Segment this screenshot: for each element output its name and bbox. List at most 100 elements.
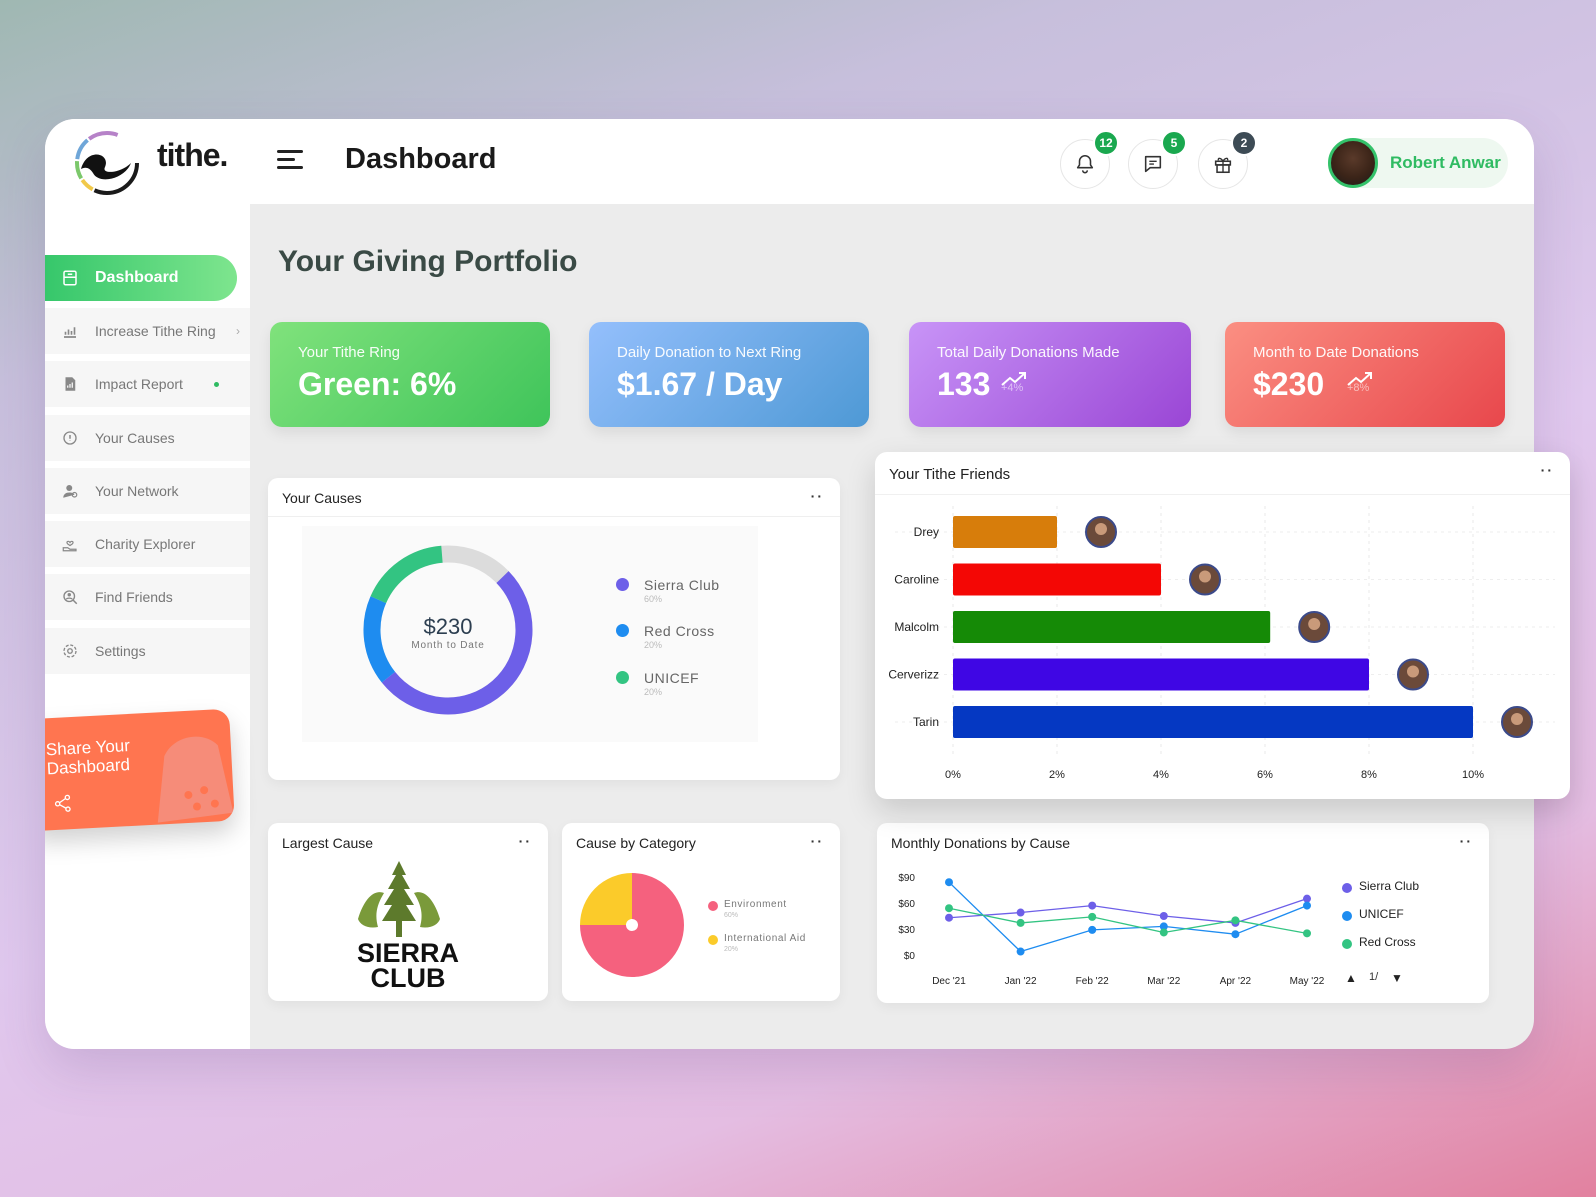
causes-donut-chart [363, 545, 533, 715]
bar-category-label: Cerverizz [888, 668, 939, 682]
x-tick-label: 0% [945, 769, 961, 781]
legend-dot [708, 901, 718, 911]
sidebar-item-label: Impact Report [95, 376, 183, 392]
sidebar-item-impact-report[interactable]: Impact Report [45, 361, 250, 407]
sidebar: Dashboard Increase Tithe Ring › Impact R… [45, 204, 250, 1049]
monthly-donations-card: Monthly Donations by Cause ·· $90 $60 $30 $… [877, 823, 1489, 1003]
pie-center [626, 919, 638, 931]
series-point [1016, 908, 1025, 917]
bar [953, 516, 1057, 548]
sierra-club-logo-icon[interactable] [354, 859, 444, 943]
stat-value: Green: 6% [298, 366, 457, 402]
app-name: tithe. [157, 137, 228, 173]
user-profile-button[interactable]: Robert Anwar [1328, 138, 1508, 188]
share-icon[interactable] [52, 793, 73, 814]
legend-label: Sierra Club [644, 577, 720, 593]
sidebar-item-label: Dashboard [95, 269, 179, 286]
x-tick-label: 8% [1361, 769, 1377, 781]
series-point [1303, 929, 1311, 938]
stat-card-month-to-date[interactable]: Month to Date Donations $230 +8% [1225, 322, 1505, 427]
sidebar-item-dashboard[interactable]: Dashboard [45, 255, 237, 301]
more-options-icon[interactable]: ·· [810, 488, 824, 504]
sidebar-item-find-friends[interactable]: Find Friends [45, 574, 250, 620]
legend-dot [616, 578, 629, 591]
stat-label: Month to Date Donations [1253, 344, 1419, 361]
y-tick-label: $0 [904, 951, 916, 962]
stat-card-daily-donation[interactable]: Daily Donation to Next Ring $1.67 / Day [589, 322, 869, 427]
y-tick-label: $30 [898, 925, 915, 936]
stat-card-tithe-ring[interactable]: Your Tithe Ring Green: 6% [270, 322, 550, 427]
gift-count-badge: 2 [1231, 130, 1257, 156]
legend-label: Red Cross [1359, 935, 1416, 949]
page-up-icon[interactable]: ▲ [1345, 971, 1357, 985]
x-tick-label: Jan '22 [1005, 976, 1037, 987]
largest-cause-logo-text: SIERRA CLUB [268, 940, 548, 992]
legend-percent: 60% [724, 912, 739, 919]
monthly-line-chart: $90 $60 $30 $0 Dec '21 Jan '22 Feb '22 Mar '22 A… [898, 873, 1324, 987]
trend-up-icon [1347, 372, 1372, 386]
more-options-icon[interactable]: ·· [810, 833, 824, 849]
legend-dot [1342, 883, 1352, 893]
sidebar-item-label: Your Network [95, 483, 179, 499]
series-line [948, 907, 1308, 934]
sidebar-item-your-network[interactable]: Your Network [45, 468, 250, 514]
sidebar-item-label: Increase Tithe Ring [95, 323, 216, 339]
friend-avatar-face [1308, 618, 1321, 630]
legend-percent: 20% [644, 640, 663, 650]
stat-value: $1.67 / Day [617, 366, 783, 402]
category-card: Cause by Category ·· Environment 60% Int… [562, 823, 840, 1001]
x-tick-label: Dec '21 [932, 976, 966, 987]
series-point [1088, 912, 1097, 921]
info-circle-icon [63, 431, 77, 445]
x-tick-label: 2% [1049, 769, 1065, 781]
chevron-right-icon: › [236, 324, 240, 338]
card-title: Cause by Category [576, 835, 696, 851]
new-indicator-dot [214, 381, 219, 387]
stat-card-total-donations[interactable]: Total Daily Donations Made 133 +4% [909, 322, 1191, 427]
gifts-button[interactable]: 2 [1198, 130, 1257, 189]
friend-avatar-face [1407, 665, 1419, 678]
more-options-icon[interactable]: ·· [1540, 462, 1554, 478]
sidebar-item-increase-tithe-ring[interactable]: Increase Tithe Ring › [45, 308, 250, 354]
donut-segment [363, 596, 396, 683]
series-point [1303, 894, 1311, 903]
user-avatar [1328, 138, 1378, 188]
x-tick-label: 10% [1462, 769, 1484, 781]
share-dashboard-card[interactable]: Share Your Dashboard [45, 708, 235, 832]
card-title: Your Causes [282, 490, 362, 506]
sidebar-item-your-causes[interactable]: Your Causes [45, 415, 250, 461]
menu-toggle-icon[interactable] [277, 150, 303, 172]
stat-delta: +4% [1001, 382, 1024, 394]
series-point [1231, 916, 1240, 925]
legend-dot [1342, 911, 1352, 921]
chat-icon [1144, 155, 1162, 173]
page-down-icon[interactable]: ▼ [1391, 971, 1403, 985]
sidebar-item-settings[interactable]: Settings [45, 628, 250, 674]
gift-icon [1214, 157, 1232, 174]
report-icon [65, 377, 76, 391]
tithe-logo-icon[interactable] [71, 127, 143, 199]
page-title: Dashboard [345, 143, 497, 175]
bar-chart-icon [64, 327, 76, 338]
legend-dot [708, 935, 718, 945]
x-tick-label: Mar '22 [1147, 976, 1180, 987]
legend-dot [616, 671, 629, 684]
network-icon [63, 485, 78, 498]
category-pie-chart [580, 873, 684, 977]
messages-button[interactable]: 5 [1128, 130, 1187, 189]
series-point [1159, 922, 1168, 931]
x-tick-label: 4% [1153, 769, 1169, 781]
card-title: Monthly Donations by Cause [891, 835, 1070, 851]
series-line [948, 881, 1308, 953]
friend-avatar-face [1095, 523, 1107, 535]
friend-avatar-face [1199, 570, 1211, 583]
tithe-friends-card: Your Tithe Friends ·· 0% 2% 4% 6% 8% 10% Drey C… [875, 452, 1570, 799]
legend-pager: 1/ [1369, 971, 1379, 983]
legend-label: Sierra Club [1359, 879, 1420, 893]
notification-count-badge: 12 [1093, 130, 1119, 156]
trend-up-icon [1001, 372, 1026, 386]
more-options-icon[interactable]: ·· [1459, 833, 1473, 849]
sidebar-item-charity-explorer[interactable]: Charity Explorer [45, 521, 250, 567]
more-options-icon[interactable]: ·· [518, 833, 532, 849]
notifications-button[interactable]: 12 [1060, 130, 1119, 189]
